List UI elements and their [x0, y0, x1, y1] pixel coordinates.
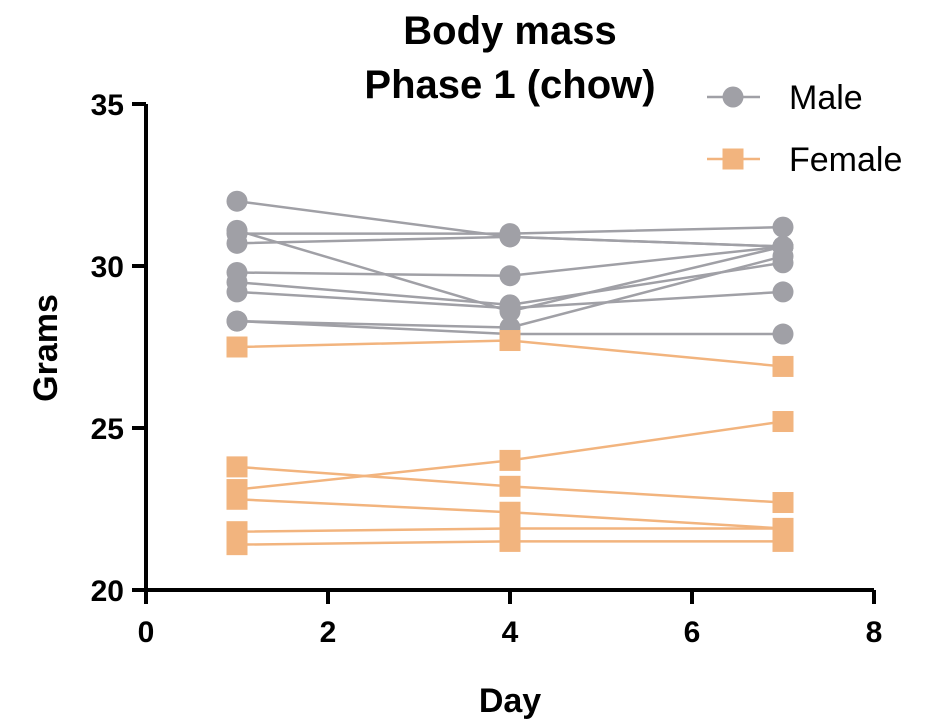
- x-tick-label: 8: [866, 616, 883, 649]
- legend-female-marker: [722, 148, 744, 170]
- female-point: [499, 330, 521, 352]
- female-point: [772, 530, 794, 552]
- x-tick-label: 0: [138, 616, 155, 649]
- legend-male-marker: [722, 86, 744, 108]
- male-point: [772, 216, 794, 238]
- female-point: [772, 492, 794, 514]
- x-tick-label: 4: [502, 616, 519, 649]
- male-point: [772, 281, 794, 303]
- male-point: [499, 265, 521, 287]
- chart-title-line-2: Phase 1 (chow): [364, 63, 655, 107]
- female-point: [226, 534, 248, 556]
- male-point: [226, 190, 248, 212]
- male-point: [226, 281, 248, 303]
- female-point: [772, 355, 794, 377]
- male-point: [226, 310, 248, 332]
- y-axis-label: Grams: [27, 294, 65, 402]
- series-markers: [226, 190, 794, 556]
- x-tick-label: 2: [320, 616, 337, 649]
- male-point: [772, 323, 794, 345]
- female-point: [226, 456, 248, 478]
- male-point: [499, 297, 521, 319]
- female-point: [226, 488, 248, 510]
- female-point: [226, 336, 248, 358]
- male-point: [772, 245, 794, 267]
- x-tick-label: 6: [684, 616, 701, 649]
- legend-male-label: Male: [789, 79, 863, 117]
- female-point: [499, 475, 521, 497]
- legend-female-label: Female: [789, 141, 902, 179]
- female-point: [499, 449, 521, 471]
- chart-title-line-1: Body mass: [403, 9, 616, 53]
- male-point: [499, 226, 521, 248]
- axes: 0 2 4 6 8 20 25 30 35: [91, 89, 883, 649]
- female-point: [499, 530, 521, 552]
- female-point: [772, 411, 794, 433]
- y-tick-label: 30: [91, 251, 124, 284]
- male-point: [226, 232, 248, 254]
- y-tick-label: 25: [91, 413, 124, 446]
- y-tick-label: 20: [91, 575, 124, 608]
- legend: Male Female: [707, 79, 902, 179]
- y-tick-label: 35: [91, 89, 124, 122]
- x-axis-label: Day: [479, 682, 541, 720]
- female-point: [499, 501, 521, 523]
